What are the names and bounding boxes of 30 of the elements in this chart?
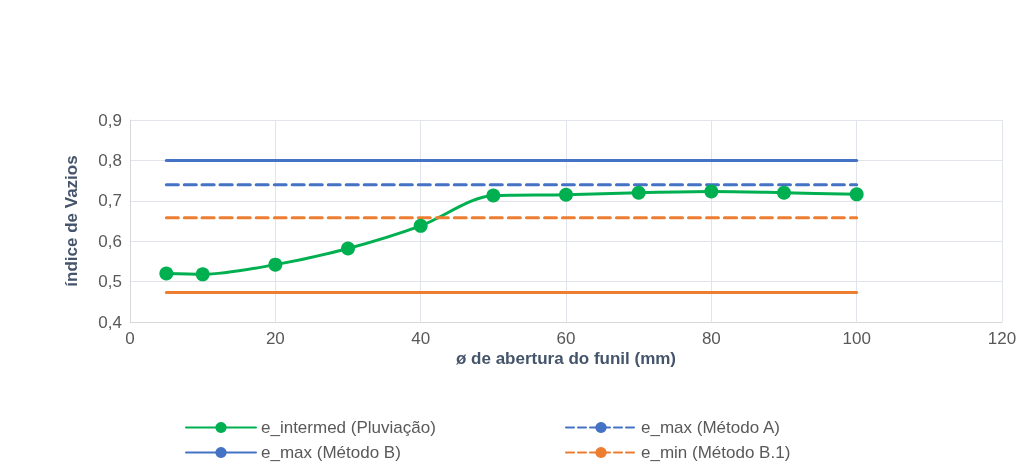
x-tick-label: 100 bbox=[842, 329, 871, 348]
legend-label: e_intermed (Pluviação) bbox=[261, 418, 436, 437]
point bbox=[486, 188, 501, 203]
x-tick-label: 20 bbox=[265, 329, 285, 348]
y-tick-label: 0,7 bbox=[98, 191, 122, 211]
legend-label: e_min (Método B.1) bbox=[641, 443, 791, 462]
point bbox=[631, 185, 646, 200]
point bbox=[413, 218, 428, 233]
point bbox=[195, 267, 210, 282]
y-tick-label: 0,5 bbox=[98, 272, 122, 292]
x-tick-label: 0 bbox=[125, 329, 135, 348]
point bbox=[704, 184, 719, 199]
point bbox=[777, 185, 791, 200]
point bbox=[559, 187, 573, 202]
x-tick-label: 120 bbox=[987, 329, 1017, 348]
point bbox=[341, 241, 355, 256]
y-axis-title: índice de Vazios bbox=[62, 155, 81, 287]
legend-label: e_max (Método A) bbox=[641, 418, 780, 437]
point bbox=[159, 266, 174, 281]
x-tick-label: 80 bbox=[701, 329, 721, 348]
legend-label: e_max (Método B) bbox=[261, 443, 401, 462]
x-tick-label: 60 bbox=[556, 329, 576, 348]
y-tick-label: 0,9 bbox=[98, 110, 122, 130]
point bbox=[849, 187, 864, 202]
y-tick-label: 0,8 bbox=[98, 150, 122, 170]
y-tick-label: 0,6 bbox=[98, 231, 122, 251]
y-tick-label: 0,4 bbox=[98, 312, 122, 332]
x-axis-title: ø de abertura do funil (mm) bbox=[455, 349, 677, 368]
x-tick-label: 40 bbox=[411, 329, 431, 348]
point bbox=[268, 257, 283, 272]
